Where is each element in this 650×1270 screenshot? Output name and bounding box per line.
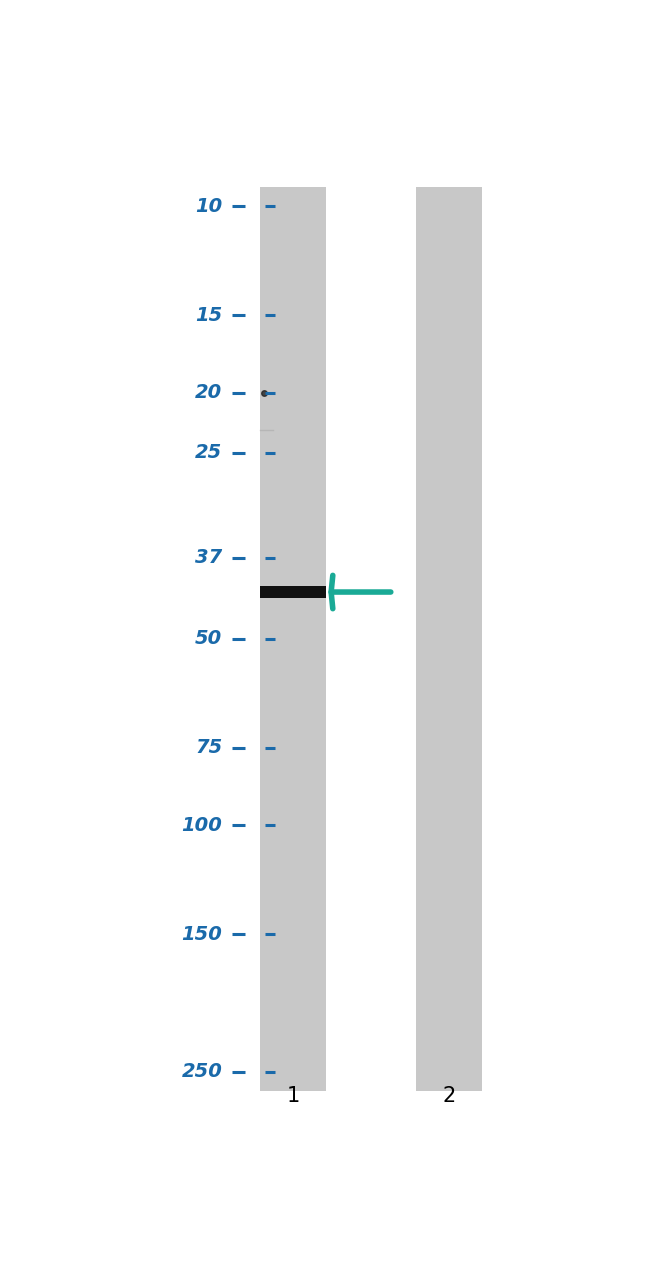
Bar (260, 187, 326, 1091)
Text: 10: 10 (195, 197, 222, 216)
Text: 2: 2 (443, 1086, 456, 1106)
Text: 15: 15 (195, 306, 222, 325)
Text: 20: 20 (195, 384, 222, 403)
Text: 75: 75 (195, 738, 222, 757)
Text: 50: 50 (195, 630, 222, 649)
Bar (260, 585, 326, 598)
Text: 1: 1 (286, 1086, 300, 1106)
Text: 250: 250 (181, 1062, 222, 1081)
Text: 37: 37 (195, 549, 222, 568)
Text: 25: 25 (195, 443, 222, 462)
Text: 150: 150 (181, 925, 222, 944)
Text: 100: 100 (181, 815, 222, 834)
Bar (416, 187, 482, 1091)
